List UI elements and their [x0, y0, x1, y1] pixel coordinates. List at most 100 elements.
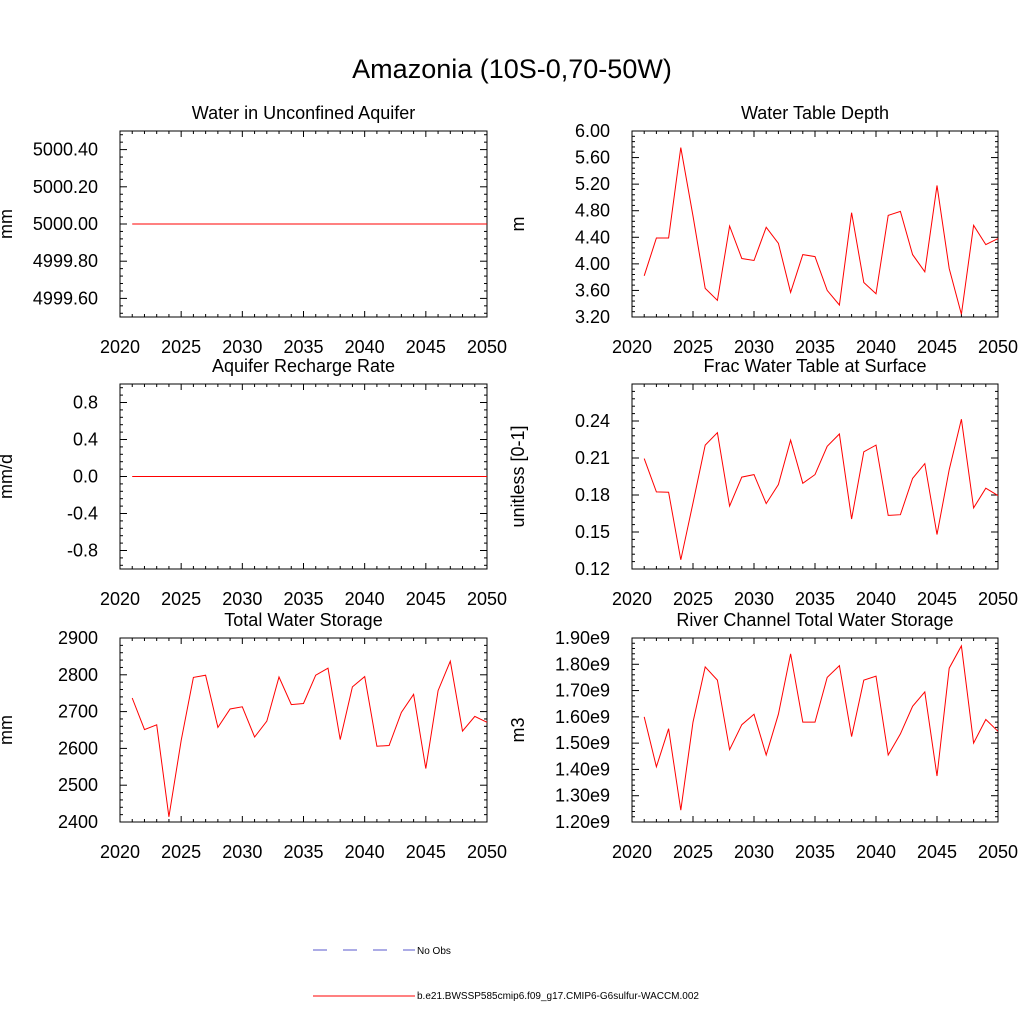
data-point — [972, 506, 975, 509]
data-point — [996, 494, 999, 497]
y-tick-label: 1.40e9 — [555, 759, 610, 779]
data-point — [339, 222, 342, 225]
data-point — [874, 292, 877, 295]
x-tick-label: 2050 — [467, 842, 507, 862]
data-point — [948, 667, 951, 670]
data-point — [935, 533, 938, 536]
data-point — [351, 685, 354, 688]
y-axis-label: mm/d — [0, 454, 16, 499]
data-point — [277, 675, 280, 678]
data-point — [716, 299, 719, 302]
data-point — [655, 765, 658, 768]
y-tick-label: 0.12 — [575, 559, 610, 579]
y-tick-label: 4999.80 — [33, 251, 98, 271]
data-point — [862, 678, 865, 681]
data-point — [643, 715, 646, 718]
x-tick-label: 2040 — [856, 589, 896, 609]
y-tick-label: 2800 — [58, 665, 98, 685]
data-point — [363, 675, 366, 678]
x-tick-label: 2030 — [222, 337, 262, 357]
data-point — [461, 730, 464, 733]
data-point — [704, 443, 707, 446]
data-point — [449, 660, 452, 663]
data-point — [461, 475, 464, 478]
data-point — [424, 767, 427, 770]
y-axis-label: m — [508, 217, 528, 232]
y-tick-label: 1.50e9 — [555, 733, 610, 753]
data-point — [339, 738, 342, 741]
y-axis-label: m3 — [508, 717, 528, 742]
data-point — [290, 703, 293, 706]
x-tick-label: 2020 — [100, 842, 140, 862]
data-point — [265, 222, 268, 225]
data-point — [363, 222, 366, 225]
data-point — [801, 482, 804, 485]
data-point — [277, 475, 280, 478]
y-tick-label: 2400 — [58, 812, 98, 832]
data-point — [131, 696, 134, 699]
data-point — [838, 664, 841, 667]
data-point — [424, 475, 427, 478]
legend-label-no-obs: No Obs — [417, 946, 451, 957]
data-point — [752, 259, 755, 262]
data-point — [155, 723, 158, 726]
data-point — [400, 711, 403, 714]
data-point — [789, 652, 792, 655]
data-point — [314, 222, 317, 225]
data-point — [838, 432, 841, 435]
data-point — [412, 222, 415, 225]
x-tick-label: 2020 — [100, 337, 140, 357]
data-point — [229, 707, 232, 710]
data-point — [972, 742, 975, 745]
data-point — [777, 483, 780, 486]
x-tick-label: 2030 — [734, 589, 774, 609]
x-tick-label: 2050 — [978, 842, 1018, 862]
data-point — [728, 224, 731, 227]
data-point — [874, 443, 877, 446]
chart-panel-3: Aquifer Recharge Rate mm/d 2020 2025 2030 203… — [0, 356, 507, 609]
data-point — [850, 211, 853, 214]
data-point — [412, 475, 415, 478]
x-tick-label: 2030 — [222, 842, 262, 862]
data-point — [436, 689, 439, 692]
data-point — [351, 222, 354, 225]
data-point — [862, 281, 865, 284]
x-tick-label: 2020 — [100, 589, 140, 609]
x-tick-label: 2020 — [612, 842, 652, 862]
data-point — [801, 253, 804, 256]
data-point — [838, 303, 841, 306]
data-point — [180, 222, 183, 225]
chart-panel-5: Total Water Storage mm 2020 2025 2030 2035 204… — [0, 610, 507, 862]
y-tick-label: 1.30e9 — [555, 786, 610, 806]
x-tick-label: 2035 — [795, 337, 835, 357]
page-title: Amazonia (10S-0,70-50W) — [352, 54, 672, 84]
data-point — [765, 753, 768, 756]
data-point — [314, 475, 317, 478]
data-point — [728, 505, 731, 508]
data-point — [216, 475, 219, 478]
data-point — [887, 753, 890, 756]
y-tick-label: 2600 — [58, 738, 98, 758]
y-tick-label: 4999.60 — [33, 288, 98, 308]
data-point — [339, 475, 342, 478]
data-point — [265, 720, 268, 723]
y-tick-label: 5000.20 — [33, 177, 98, 197]
x-tick-label: 2035 — [283, 842, 323, 862]
x-tick-label: 2030 — [734, 337, 774, 357]
data-point — [813, 473, 816, 476]
x-tick-label: 2050 — [978, 589, 1018, 609]
y-tick-label: 0.18 — [575, 485, 610, 505]
data-point — [241, 475, 244, 478]
data-point — [167, 475, 170, 478]
x-tick-label: 2045 — [406, 842, 446, 862]
x-tick-label: 2030 — [734, 842, 774, 862]
x-tick-label: 2045 — [406, 589, 446, 609]
data-point — [351, 475, 354, 478]
legend: No Obs b.e21.BWSSP585cmip6.f09_g17.CMIP6-… — [313, 946, 699, 1002]
plot-frame — [631, 637, 999, 823]
data-point — [485, 721, 488, 724]
data-point — [192, 676, 195, 679]
data-point — [899, 513, 902, 516]
data-point — [691, 214, 694, 217]
x-tick-label: 2040 — [856, 842, 896, 862]
